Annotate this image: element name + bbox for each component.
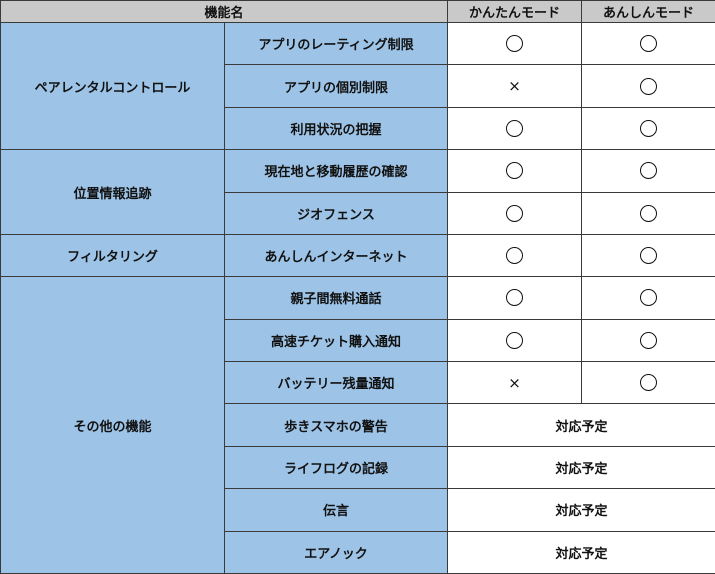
group-name: 位置情報追跡 bbox=[0, 149, 225, 235]
circle-icon bbox=[506, 35, 524, 53]
circle-icon bbox=[640, 77, 658, 95]
table-row: 高速チケット購入通知 bbox=[1, 318, 715, 363]
group-name: その他の機能 bbox=[0, 276, 225, 574]
feature-name: アプリの個別制限 bbox=[223, 64, 449, 108]
availability-cell: × bbox=[447, 64, 583, 108]
circle-icon bbox=[640, 289, 658, 307]
availability-cell bbox=[447, 276, 583, 320]
table-row: バッテリー残量通知 × bbox=[1, 360, 715, 405]
planned-status: 対応予定 bbox=[447, 530, 715, 574]
table-row: 位置情報追跡 現在地と移動履歴の確認 bbox=[0, 149, 715, 235]
availability-cell bbox=[581, 64, 715, 108]
availability-cell bbox=[447, 106, 583, 151]
group-name: ペアレンタルコントロール bbox=[0, 21, 225, 151]
circle-icon bbox=[506, 119, 524, 137]
table-row: アプリの個別制限 × bbox=[1, 64, 715, 108]
feature-name: エアノック bbox=[223, 530, 449, 574]
table-row: その他の機能 親子間無料通話 bbox=[0, 276, 715, 574]
planned-status: 対応予定 bbox=[447, 403, 715, 447]
circle-icon bbox=[640, 204, 658, 222]
availability-cell bbox=[581, 233, 715, 278]
availability-cell bbox=[581, 360, 715, 405]
header-feature-name: 機能名 bbox=[0, 0, 449, 23]
circle-icon bbox=[640, 247, 658, 265]
table-row: 歩きスマホの警告 対応予定 bbox=[1, 403, 715, 447]
feature-name: バッテリー残量通知 bbox=[223, 360, 449, 405]
table-row: フィルタリング あんしんインターネット bbox=[0, 233, 715, 278]
planned-status: 対応予定 bbox=[447, 445, 715, 490]
table-row: エアノック 対応予定 bbox=[1, 530, 715, 574]
availability-cell bbox=[581, 21, 715, 66]
circle-icon bbox=[640, 119, 658, 137]
table-row: 伝言 対応予定 bbox=[1, 488, 715, 532]
feature-name: 親子間無料通話 bbox=[223, 276, 449, 320]
availability-cell bbox=[581, 276, 715, 320]
header-safe-mode: あんしんモード bbox=[581, 0, 715, 23]
cross-icon: × bbox=[508, 373, 521, 392]
availability-cell bbox=[447, 233, 583, 278]
circle-icon bbox=[640, 35, 658, 53]
circle-icon bbox=[506, 162, 524, 180]
circle-icon bbox=[640, 374, 658, 392]
table-row: 利用状況の把握 bbox=[1, 106, 715, 151]
circle-icon bbox=[506, 331, 524, 349]
header-row: 機能名 かんたんモード あんしんモード bbox=[0, 0, 715, 23]
feature-name: ジオフェンス bbox=[223, 191, 449, 235]
availability-cell bbox=[581, 149, 715, 193]
availability-cell bbox=[581, 191, 715, 235]
group-name: フィルタリング bbox=[0, 233, 225, 278]
feature-name: アプリのレーティング制限 bbox=[223, 21, 449, 66]
circle-icon bbox=[640, 331, 658, 349]
table-row: ライフログの記録 対応予定 bbox=[1, 445, 715, 490]
availability-cell: × bbox=[447, 360, 583, 405]
feature-name: 高速チケット購入通知 bbox=[223, 318, 449, 363]
feature-name: 伝言 bbox=[223, 488, 449, 532]
planned-status: 対応予定 bbox=[447, 488, 715, 532]
feature-name: あんしんインターネット bbox=[223, 233, 449, 278]
circle-icon bbox=[640, 162, 658, 180]
availability-cell bbox=[581, 106, 715, 151]
feature-name: 現在地と移動履歴の確認 bbox=[223, 149, 449, 193]
availability-cell bbox=[581, 318, 715, 363]
circle-icon bbox=[506, 204, 524, 222]
availability-cell bbox=[447, 318, 583, 363]
feature-name: 歩きスマホの警告 bbox=[223, 403, 449, 447]
cross-icon: × bbox=[508, 77, 521, 96]
feature-name: 利用状況の把握 bbox=[223, 106, 449, 151]
availability-cell bbox=[447, 191, 583, 235]
feature-name: ライフログの記録 bbox=[223, 445, 449, 490]
availability-cell bbox=[447, 149, 583, 193]
circle-icon bbox=[506, 247, 524, 265]
table-row: ペアレンタルコントロール アプリのレーティング制限 bbox=[0, 21, 715, 151]
header-easy-mode: かんたんモード bbox=[447, 0, 583, 23]
availability-cell bbox=[447, 21, 583, 66]
circle-icon bbox=[506, 289, 524, 307]
